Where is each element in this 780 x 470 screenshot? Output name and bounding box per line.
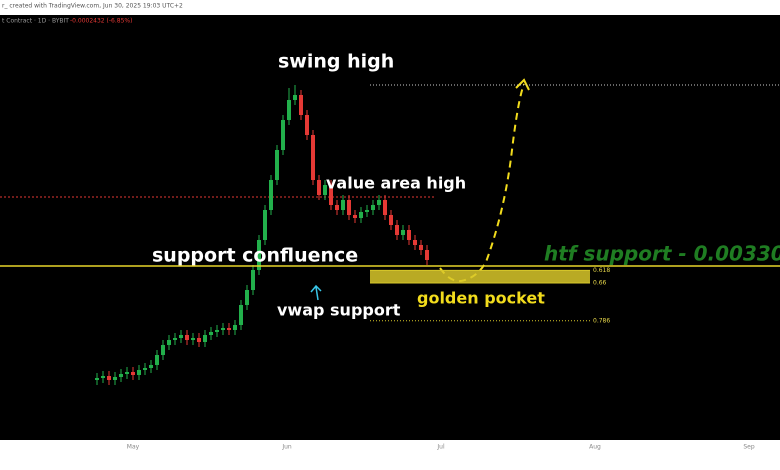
symbol-info: t Contract · 1D · BYBIT [2, 18, 69, 25]
x-tick-label: Jul [436, 444, 445, 451]
candle-body [119, 374, 123, 377]
candle-body [101, 376, 105, 378]
candle-body [149, 365, 153, 368]
candle-body [263, 210, 267, 240]
candle-body [371, 205, 375, 210]
price-change: -0.0002432 (-6.85%) [70, 18, 132, 25]
candle-body [407, 230, 411, 240]
candle-body [215, 330, 219, 332]
candle-body [197, 338, 201, 342]
candle-body [419, 245, 423, 250]
candle-body [347, 200, 351, 215]
value-area-high-label: value area high [326, 174, 466, 193]
candle-body [317, 180, 321, 195]
candle-body [125, 372, 129, 374]
x-tick-label: May [127, 444, 140, 451]
candle-body [299, 95, 303, 115]
candle-body [95, 378, 99, 380]
vwap-support-label: vwap support [277, 301, 401, 320]
candle-body [185, 335, 189, 340]
candle-body [221, 328, 225, 330]
golden-pocket [370, 270, 590, 283]
candle-body [191, 338, 195, 340]
candle-body [257, 240, 261, 270]
header-credit: r_ created with TradingView.com, Jun 30,… [2, 3, 183, 10]
candle-body [209, 332, 213, 335]
candle-body [353, 215, 357, 218]
candle-body [203, 335, 207, 342]
candle-body [137, 370, 141, 375]
candle-body [233, 325, 237, 330]
plot-background [0, 15, 780, 440]
swing-high-label: swing high [278, 51, 394, 73]
candle-body [251, 270, 255, 290]
candle-body [161, 345, 165, 355]
candle-body [239, 305, 243, 325]
x-tick-label: Aug [589, 444, 601, 451]
candle-body [287, 100, 291, 120]
candle-body [311, 135, 315, 180]
candle-body [107, 376, 111, 380]
candle-body [131, 372, 135, 375]
candle-body [365, 210, 369, 212]
x-axis-band [0, 440, 780, 470]
candle-body [395, 225, 399, 235]
candle-body [323, 185, 327, 195]
candle-body [155, 355, 159, 365]
candle-body [425, 250, 429, 260]
candle-body [383, 200, 387, 215]
vwap-arrow [310, 284, 322, 301]
candle-body [245, 290, 249, 305]
fib-label: 0.66 [593, 280, 607, 287]
candle-body [143, 368, 147, 370]
x-tick-label: Jun [281, 444, 292, 451]
candle-body [341, 200, 345, 210]
fib-label: 0.618 [593, 267, 610, 274]
candle-body [179, 335, 183, 338]
candle-body [173, 338, 177, 340]
candle-body [329, 185, 333, 205]
support-label: htf support - 0.003305 [544, 242, 780, 266]
support-confluence-label: support confluence [152, 245, 358, 267]
candle-body [227, 328, 231, 330]
arrow-head [515, 78, 530, 91]
x-tick-label: Sep [743, 444, 755, 451]
candle-body [413, 240, 417, 245]
candle-body [113, 377, 117, 380]
candle-body [269, 180, 273, 210]
candle-body [275, 150, 279, 180]
candle-body [335, 205, 339, 210]
candle-body [167, 340, 171, 345]
fib-label: 0.786 [593, 317, 610, 324]
candle-body [281, 120, 285, 150]
candle-body [401, 230, 405, 235]
candle-body [359, 212, 363, 218]
candle-body [377, 200, 381, 205]
candle-body [293, 95, 297, 100]
golden-pocket-label: golden pocket [417, 289, 545, 308]
header-band [0, 0, 780, 15]
candle-body [305, 115, 309, 135]
candle-body [389, 215, 393, 225]
